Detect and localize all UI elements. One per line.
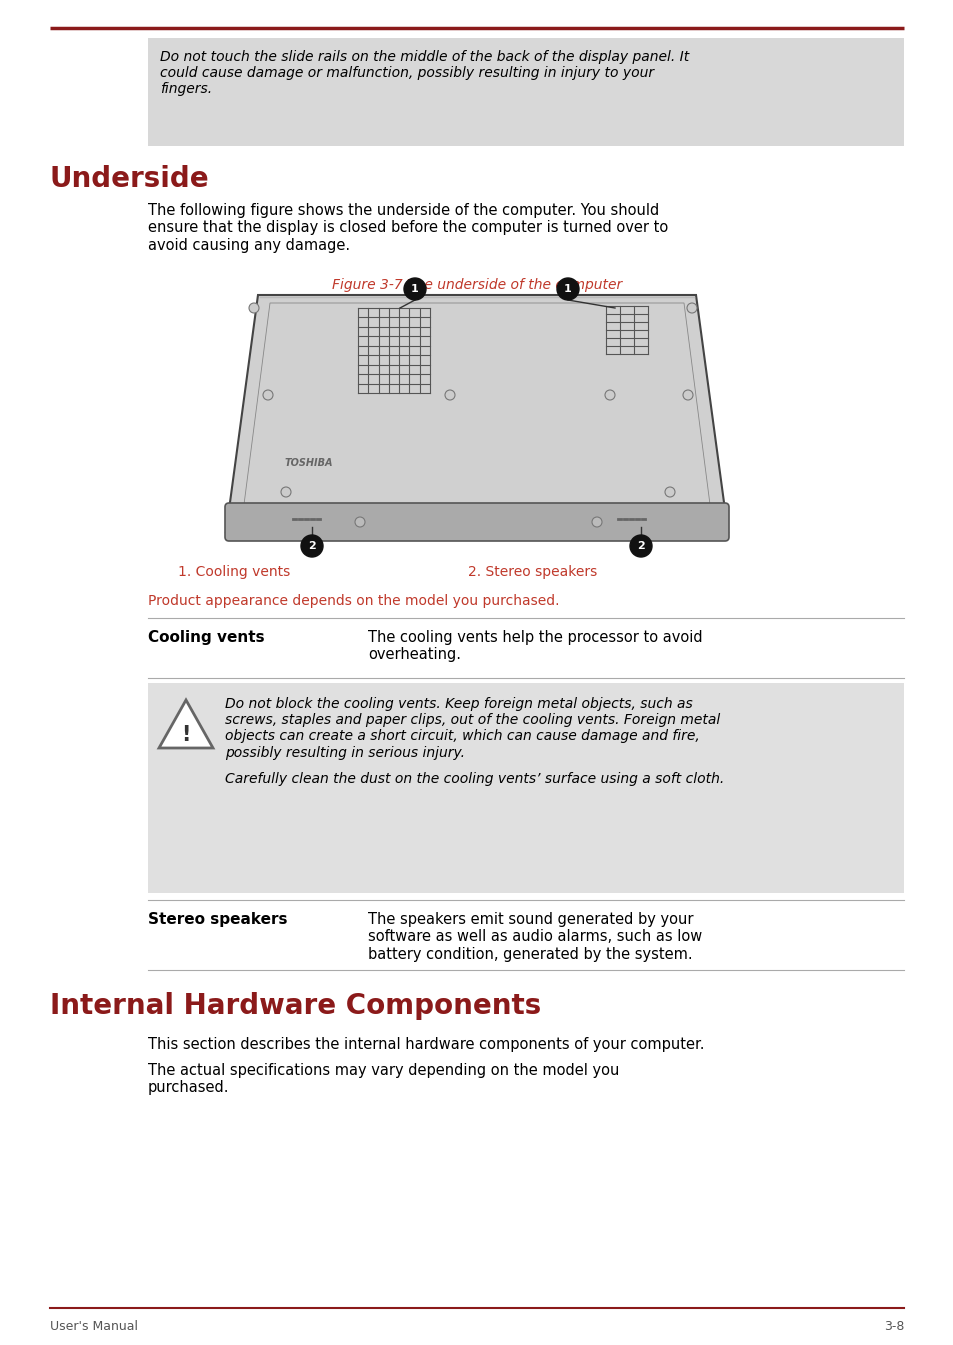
Circle shape [301, 535, 323, 557]
Text: 3-8: 3-8 [882, 1319, 903, 1333]
FancyBboxPatch shape [225, 503, 728, 541]
Polygon shape [226, 295, 727, 533]
Text: Underside: Underside [50, 165, 210, 192]
Text: 1: 1 [563, 284, 571, 295]
Text: This section describes the internal hardware components of your computer.: This section describes the internal hard… [148, 1037, 703, 1052]
Text: 2: 2 [637, 541, 644, 551]
Text: Product appearance depends on the model you purchased.: Product appearance depends on the model … [148, 594, 558, 608]
Text: The actual specifications may vary depending on the model you
purchased.: The actual specifications may vary depen… [148, 1063, 618, 1095]
Text: Carefully clean the dust on the cooling vents’ surface using a soft cloth.: Carefully clean the dust on the cooling … [225, 772, 723, 785]
Text: 2: 2 [308, 541, 315, 551]
Circle shape [604, 390, 615, 399]
Circle shape [281, 487, 291, 498]
Circle shape [592, 516, 601, 527]
Text: User's Manual: User's Manual [50, 1319, 138, 1333]
Circle shape [682, 390, 692, 399]
Text: !: ! [181, 725, 191, 745]
Circle shape [355, 516, 365, 527]
FancyBboxPatch shape [148, 38, 903, 147]
Circle shape [629, 535, 651, 557]
Circle shape [403, 278, 426, 300]
Text: TOSHIBA: TOSHIBA [285, 459, 334, 468]
Text: 1. Cooling vents: 1. Cooling vents [178, 565, 290, 578]
Text: Do not touch the slide rails on the middle of the back of the display panel. It
: Do not touch the slide rails on the midd… [160, 50, 688, 97]
Circle shape [664, 487, 675, 498]
Text: Internal Hardware Components: Internal Hardware Components [50, 993, 540, 1020]
Text: The speakers emit sound generated by your
software as well as audio alarms, such: The speakers emit sound generated by you… [368, 912, 701, 962]
Circle shape [444, 390, 455, 399]
Polygon shape [159, 699, 213, 748]
FancyBboxPatch shape [148, 683, 903, 893]
Text: Figure 3-7 The underside of the computer: Figure 3-7 The underside of the computer [332, 278, 621, 292]
Circle shape [249, 303, 258, 313]
Text: 1: 1 [411, 284, 418, 295]
Circle shape [263, 390, 273, 399]
Text: The cooling vents help the processor to avoid
overheating.: The cooling vents help the processor to … [368, 629, 702, 662]
Text: Stereo speakers: Stereo speakers [148, 912, 287, 927]
Text: Cooling vents: Cooling vents [148, 629, 264, 646]
Text: The following figure shows the underside of the computer. You should
ensure that: The following figure shows the underside… [148, 203, 667, 253]
Text: 2. Stereo speakers: 2. Stereo speakers [468, 565, 597, 578]
Circle shape [557, 278, 578, 300]
Circle shape [686, 303, 697, 313]
Text: Do not block the cooling vents. Keep foreign metal objects, such as
screws, stap: Do not block the cooling vents. Keep for… [225, 697, 720, 760]
